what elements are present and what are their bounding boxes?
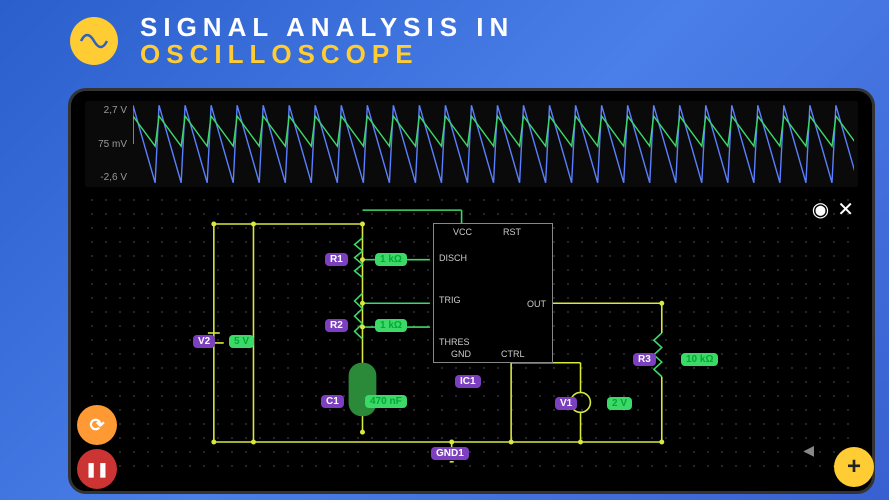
label-R1v[interactable]: 1 kΩ	[375, 253, 407, 266]
scope-waveform	[133, 101, 854, 187]
label-R2v[interactable]: 1 kΩ	[375, 319, 407, 332]
label-V2v[interactable]: 5 V	[229, 335, 254, 348]
ic-pin-rst: RST	[503, 227, 521, 237]
oscilloscope-view[interactable]: 2,7 V 75 mV -2,6 V	[85, 101, 858, 187]
label-R2[interactable]: R2	[325, 319, 348, 332]
label-C1v[interactable]: 470 nF	[365, 395, 407, 408]
pause-button[interactable]: ❚❚	[77, 449, 117, 489]
scope-y-labels: 2,7 V 75 mV -2,6 V	[85, 101, 131, 187]
nav-back-icon[interactable]: ◀	[803, 442, 814, 459]
ic-pin-disch: DISCH	[439, 253, 467, 263]
label-V1v[interactable]: 2 V	[607, 397, 632, 410]
ic-pin-out: OUT	[527, 299, 546, 309]
label-R3v[interactable]: 10 kΩ	[681, 353, 718, 366]
reset-button[interactable]: ⟳	[77, 405, 117, 445]
ic-pin-trig: TRIG	[439, 295, 461, 305]
tablet-frame: 2,7 V 75 mV -2,6 V ◉ ✕ ◀ VCC RST DISCH TRIG…	[68, 88, 875, 494]
ic-pin-gnd: GND	[451, 349, 471, 359]
title-line2: OSCILLOSCOPE	[140, 41, 514, 68]
circuit-bench[interactable]: ◉ ✕ ◀ VCC RST DISCH TRIG THRES OUT GND CTRL V2 5 …	[85, 193, 858, 473]
app-logo	[70, 17, 118, 65]
ic-pin-ctrl: CTRL	[501, 349, 525, 359]
label-GND1[interactable]: GND1	[431, 447, 469, 460]
add-component-button[interactable]: +	[834, 447, 874, 487]
title-line1: SIGNAL ANALYSIS IN	[140, 14, 514, 41]
close-icon[interactable]: ✕	[837, 197, 854, 222]
label-V2[interactable]: V2	[193, 335, 215, 348]
label-V1[interactable]: V1	[555, 397, 577, 410]
label-C1[interactable]: C1	[321, 395, 344, 408]
label-R1[interactable]: R1	[325, 253, 348, 266]
ic-pin-vcc: VCC	[453, 227, 472, 237]
label-IC1[interactable]: IC1	[455, 375, 481, 388]
ic-pin-thres: THRES	[439, 337, 470, 347]
visibility-icon[interactable]: ◉	[812, 197, 829, 222]
label-R3[interactable]: R3	[633, 353, 656, 366]
